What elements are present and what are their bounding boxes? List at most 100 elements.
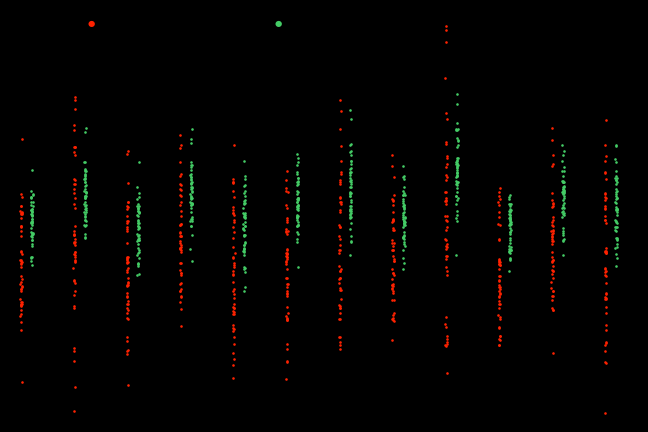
Point xyxy=(282,346,292,353)
Point xyxy=(451,192,461,199)
Point xyxy=(228,288,238,295)
Point xyxy=(557,204,568,211)
Point xyxy=(505,206,515,213)
Point xyxy=(293,264,303,271)
Point xyxy=(69,257,80,264)
Point xyxy=(68,200,78,207)
Point xyxy=(239,264,249,270)
Point xyxy=(70,96,80,103)
Point xyxy=(452,163,463,170)
Point xyxy=(176,221,187,228)
Point xyxy=(387,162,397,169)
Point xyxy=(292,195,302,202)
Point xyxy=(346,199,356,206)
Point xyxy=(282,251,292,257)
Point xyxy=(15,257,25,264)
Point xyxy=(387,247,397,254)
Point xyxy=(27,213,37,219)
Point xyxy=(547,296,557,303)
Point xyxy=(441,237,452,244)
Point xyxy=(559,192,569,199)
Point xyxy=(441,313,452,320)
Point xyxy=(345,175,355,182)
Point xyxy=(451,174,461,181)
Point xyxy=(441,189,452,196)
Point xyxy=(185,179,196,186)
Point xyxy=(548,257,558,264)
Point xyxy=(293,189,303,196)
Point xyxy=(599,189,610,196)
Point xyxy=(601,327,612,334)
Point xyxy=(16,301,27,308)
Point xyxy=(240,181,250,188)
Point xyxy=(557,158,568,165)
Point xyxy=(80,213,91,219)
Point xyxy=(558,202,568,209)
Point xyxy=(441,324,451,331)
Point xyxy=(442,213,452,219)
Point xyxy=(79,187,89,194)
Point xyxy=(239,252,249,259)
Point xyxy=(80,217,91,224)
Point xyxy=(133,223,144,230)
Point xyxy=(388,218,399,225)
Point xyxy=(79,208,89,215)
Point xyxy=(293,222,303,229)
Point xyxy=(345,188,355,195)
Point xyxy=(345,213,355,220)
Point xyxy=(440,197,450,204)
Point xyxy=(238,213,249,220)
Point xyxy=(282,284,292,291)
Point xyxy=(27,219,37,226)
Point xyxy=(176,142,187,149)
Point xyxy=(27,230,38,237)
Point xyxy=(345,190,355,197)
Point xyxy=(451,251,461,258)
Point xyxy=(559,147,569,154)
Point xyxy=(16,273,27,280)
Point xyxy=(389,257,399,264)
Point xyxy=(559,186,569,193)
Point xyxy=(441,109,451,116)
Point xyxy=(559,183,569,190)
Point xyxy=(238,221,249,228)
Point xyxy=(505,217,515,224)
Point xyxy=(345,215,355,222)
Point xyxy=(175,239,185,246)
Point xyxy=(600,216,610,223)
Point xyxy=(282,219,292,226)
Point xyxy=(122,213,132,220)
Point xyxy=(548,275,558,282)
Point xyxy=(334,96,345,103)
Point xyxy=(442,339,452,346)
Point xyxy=(546,285,557,292)
Point xyxy=(281,313,291,320)
Point xyxy=(611,177,621,184)
Point xyxy=(442,244,452,251)
Point xyxy=(80,222,90,229)
Point xyxy=(122,292,132,299)
Point xyxy=(610,172,621,179)
Point xyxy=(185,135,196,142)
Point xyxy=(121,283,132,289)
Point xyxy=(335,236,345,243)
Point xyxy=(399,214,409,221)
Point xyxy=(175,145,185,152)
Point xyxy=(346,165,356,172)
Point xyxy=(292,215,303,222)
Point xyxy=(399,221,409,228)
Point xyxy=(548,268,559,275)
Point xyxy=(398,224,408,231)
Point xyxy=(121,350,132,357)
Point xyxy=(176,241,187,248)
Point xyxy=(547,163,557,170)
Point xyxy=(345,181,356,187)
Point xyxy=(239,248,249,255)
Point xyxy=(548,200,559,207)
Point xyxy=(240,214,250,221)
Point xyxy=(133,201,143,208)
Point xyxy=(452,169,462,176)
Point xyxy=(16,286,26,293)
Point xyxy=(346,206,356,213)
Point xyxy=(388,237,398,244)
